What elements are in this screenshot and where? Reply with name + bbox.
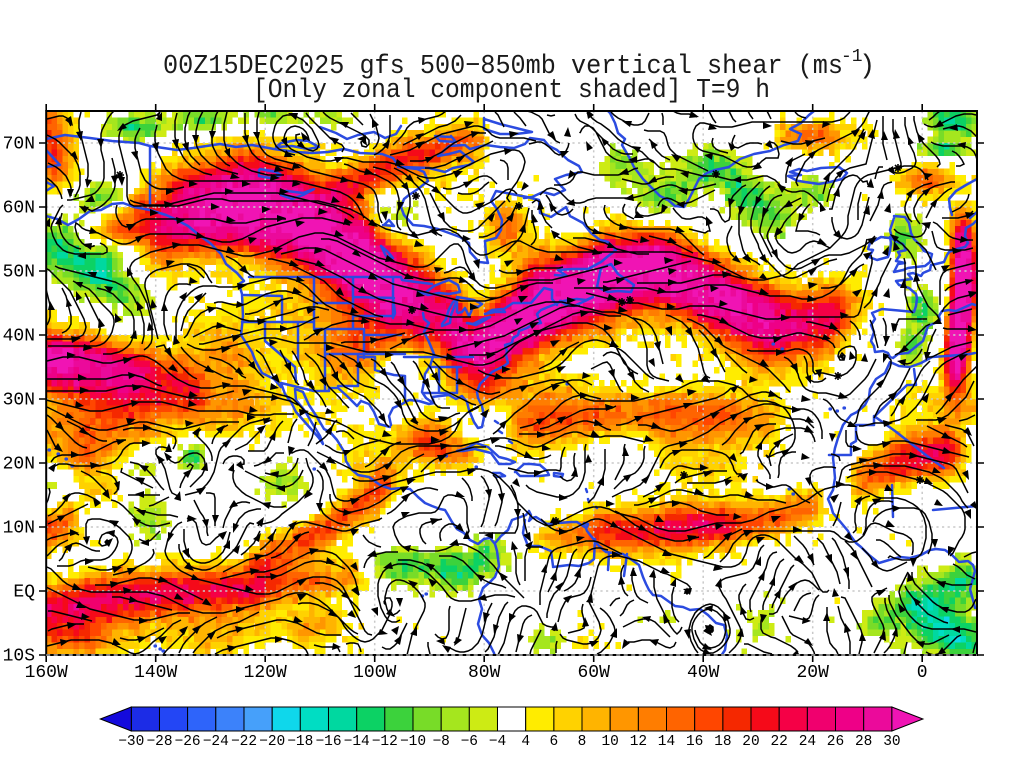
svg-text:50N: 50N [3, 263, 35, 283]
svg-text:26: 26 [827, 734, 844, 750]
svg-text:20W: 20W [796, 663, 829, 683]
svg-text:EQ: EQ [13, 583, 35, 603]
svg-text:): ) [859, 52, 875, 82]
svg-text:120W: 120W [244, 663, 287, 683]
svg-text:10N: 10N [3, 519, 35, 539]
svg-text:160W: 160W [25, 663, 68, 683]
svg-text:6: 6 [550, 734, 559, 750]
svg-text:80W: 80W [468, 663, 501, 683]
svg-text:−16: −16 [315, 734, 341, 750]
svg-text:12: 12 [630, 734, 647, 750]
svg-text:0: 0 [917, 663, 928, 683]
svg-text:−8: −8 [432, 734, 449, 750]
svg-text:70N: 70N [3, 135, 35, 155]
svg-text:−18: −18 [287, 734, 313, 750]
svg-text:−10: −10 [400, 734, 426, 750]
svg-text:00Z15DEC2025 gfs 500−850mb ver: 00Z15DEC2025 gfs 500−850mb vertical shea… [163, 52, 843, 82]
svg-text:18: 18 [714, 734, 731, 750]
svg-text:60N: 60N [3, 199, 35, 219]
svg-text:40W: 40W [687, 663, 720, 683]
svg-text:30: 30 [883, 734, 900, 750]
svg-text:28: 28 [855, 734, 872, 750]
svg-text:−4: −4 [489, 734, 506, 750]
svg-text:−12: −12 [372, 734, 398, 750]
svg-text:10S: 10S [3, 647, 35, 667]
svg-text:−14: −14 [344, 734, 370, 750]
svg-text:−20: −20 [259, 734, 285, 750]
svg-text:140W: 140W [134, 663, 177, 683]
svg-text:−24: −24 [203, 734, 229, 750]
svg-text:22: 22 [770, 734, 787, 750]
svg-text:20: 20 [742, 734, 759, 750]
svg-text:16: 16 [686, 734, 703, 750]
svg-text:[Only zonal component shaded]: [Only zonal component shaded] T=9 h [253, 76, 770, 106]
svg-text:24: 24 [799, 734, 816, 750]
svg-text:−30: −30 [118, 734, 144, 750]
svg-text:−26: −26 [175, 734, 201, 750]
svg-text:60W: 60W [577, 663, 610, 683]
svg-text:−28: −28 [146, 734, 172, 750]
svg-text:10: 10 [601, 734, 618, 750]
svg-text:30N: 30N [3, 391, 35, 411]
svg-text:4: 4 [521, 734, 530, 750]
svg-text:-1: -1 [841, 47, 863, 67]
svg-text:20N: 20N [3, 455, 35, 475]
svg-text:−22: −22 [231, 734, 257, 750]
svg-text:8: 8 [578, 734, 587, 750]
svg-text:−6: −6 [461, 734, 478, 750]
svg-text:40N: 40N [3, 327, 35, 347]
svg-text:14: 14 [658, 734, 675, 750]
svg-text:100W: 100W [353, 663, 396, 683]
